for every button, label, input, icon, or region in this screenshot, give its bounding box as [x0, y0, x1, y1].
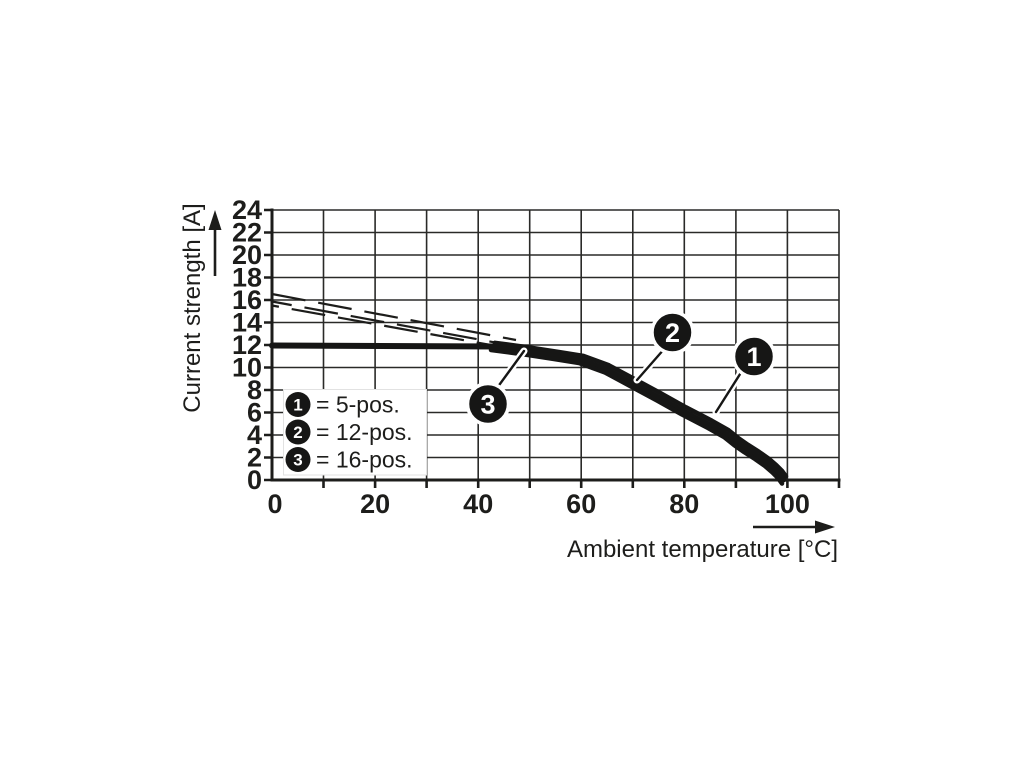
- x-axis-title: Ambient temperature [°C]: [567, 536, 838, 563]
- curve-5pos-dashed: [271, 292, 517, 342]
- legend-label-3: = 16-pos.: [316, 447, 413, 473]
- y-tick-24: 24: [232, 195, 262, 225]
- x-tick-100: 100: [765, 489, 810, 519]
- x-tick-20: 20: [360, 489, 390, 519]
- legend: 1 = 5-pos. 2 = 12-pos. 3 = 16-pos.: [283, 389, 427, 476]
- current-limit-line: [269, 342, 501, 350]
- legend-symbol-3: [285, 447, 311, 472]
- x-tick-80: 80: [669, 489, 699, 519]
- callout-number-2: 2: [665, 318, 680, 348]
- legend-symbol-2-number: 2: [293, 423, 302, 442]
- y-tick-18: 18: [232, 263, 262, 293]
- x-tick-40: 40: [463, 489, 493, 519]
- y-axis-title-group: Current strength [A]: [179, 203, 222, 413]
- callout-leader-lines: [493, 344, 746, 416]
- callout-markers: 3 2 1: [465, 310, 777, 427]
- x-tick-0: 0: [267, 489, 282, 519]
- x-axis-title-group: Ambient temperature [°C]: [567, 520, 838, 563]
- leader-1: [714, 369, 744, 414]
- x-axis-ticks: [322, 480, 841, 488]
- curve-band: [491, 343, 786, 484]
- callout-circle-3: [465, 381, 511, 427]
- y-tick-12: 12: [232, 330, 262, 360]
- y-tick-14: 14: [232, 308, 262, 338]
- y-axis-ticks: [264, 208, 272, 482]
- y-tick-20: 20: [232, 240, 262, 270]
- legend-symbol-1: [285, 392, 311, 417]
- legend-symbol-3-number: 3: [293, 451, 302, 470]
- y-tick-4: 4: [247, 420, 262, 450]
- legend-symbol-2: [285, 419, 311, 445]
- callout-number-3: 3: [480, 390, 495, 420]
- legend-label-1: = 5-pos.: [316, 392, 400, 418]
- x-tick-labels: 0 20 40 60 80 100: [267, 489, 809, 519]
- callout-circle-1: [731, 334, 777, 379]
- curve-12pos-solid: [490, 344, 787, 483]
- curve-16pos-dashed: [271, 304, 500, 348]
- y-tick-2: 2: [247, 443, 262, 473]
- x-tick-60: 60: [566, 489, 596, 519]
- curve-12pos-dashed: [271, 300, 507, 346]
- x-axis-arrow-icon: [815, 520, 835, 534]
- y-axis-title: Current strength [A]: [179, 203, 206, 412]
- y-tick-0: 0: [247, 465, 262, 495]
- dashed-curve-segments: [271, 292, 517, 348]
- y-tick-22: 22: [232, 218, 262, 248]
- y-tick-labels: 24 22 20 18 16 14 12 10 8 6 4 2 0: [232, 195, 262, 495]
- callout-circle-2: [650, 310, 695, 355]
- y-tick-10: 10: [232, 353, 262, 383]
- y-axis-arrow-icon: [208, 210, 222, 230]
- leader-2: [635, 346, 667, 382]
- y-tick-16: 16: [232, 285, 262, 315]
- legend-label-2: = 12-pos.: [316, 419, 413, 445]
- legend-symbol-1-number: 1: [293, 396, 302, 415]
- leader-3: [495, 349, 526, 390]
- y-tick-6: 6: [247, 398, 262, 428]
- callout-number-1: 1: [746, 342, 761, 372]
- y-tick-8: 8: [247, 375, 262, 405]
